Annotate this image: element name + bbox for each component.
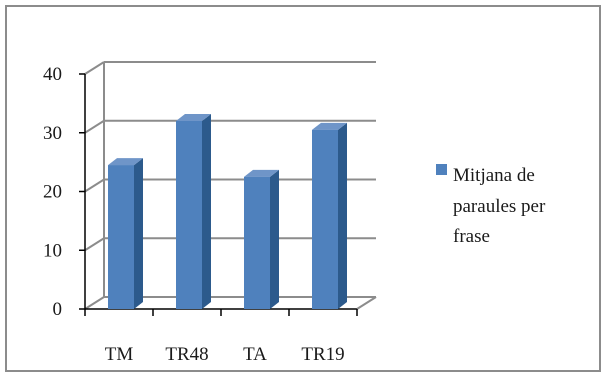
legend-swatch: [436, 164, 447, 175]
legend-label-line-2: paraules per: [453, 196, 546, 217]
y-tick-label: 30: [43, 123, 62, 144]
bar-side: [270, 169, 279, 309]
bar-front: [312, 129, 338, 309]
bar-top: [312, 122, 347, 130]
bar-side: [338, 122, 347, 309]
x-tick-label: TM: [105, 344, 134, 365]
bar: [312, 122, 347, 309]
bar-top: [108, 158, 143, 166]
gridline-diagonal: [84, 61, 105, 75]
bar-top: [176, 114, 211, 121]
bar-top: [244, 169, 279, 177]
bar: [176, 114, 211, 309]
legend-label-line-3: frase: [453, 226, 490, 247]
y-tick-label: 40: [43, 64, 62, 85]
y-tick-labels: 0 10 20 30 40: [43, 64, 62, 320]
gridline-diagonal: [84, 178, 105, 193]
y-tick-label: 20: [43, 182, 62, 203]
y-tick-label: 10: [43, 240, 62, 261]
bar-side: [134, 158, 143, 309]
gridline-diagonal: [84, 237, 105, 252]
bar-front: [244, 176, 270, 309]
gridline-diagonal: [84, 296, 105, 310]
x-tick-label: TR48: [165, 344, 208, 365]
bars: [108, 114, 347, 309]
x-tick-label: TA: [243, 344, 267, 365]
bar-front: [108, 165, 134, 309]
legend-label-line-1: Mitjana de: [453, 165, 535, 186]
y-tick-label: 0: [53, 299, 63, 320]
x-tick-labels: TM TR48 TA TR19: [105, 344, 345, 365]
bar-side: [202, 114, 211, 309]
bar: [244, 169, 279, 309]
gridline-diagonal: [84, 119, 105, 134]
floor-right-edge: [356, 296, 377, 310]
x-tick-label: TR19: [301, 344, 344, 365]
bar-front: [176, 121, 202, 309]
bar: [108, 158, 143, 309]
legend: Mitjana de paraules per frase: [436, 164, 546, 247]
